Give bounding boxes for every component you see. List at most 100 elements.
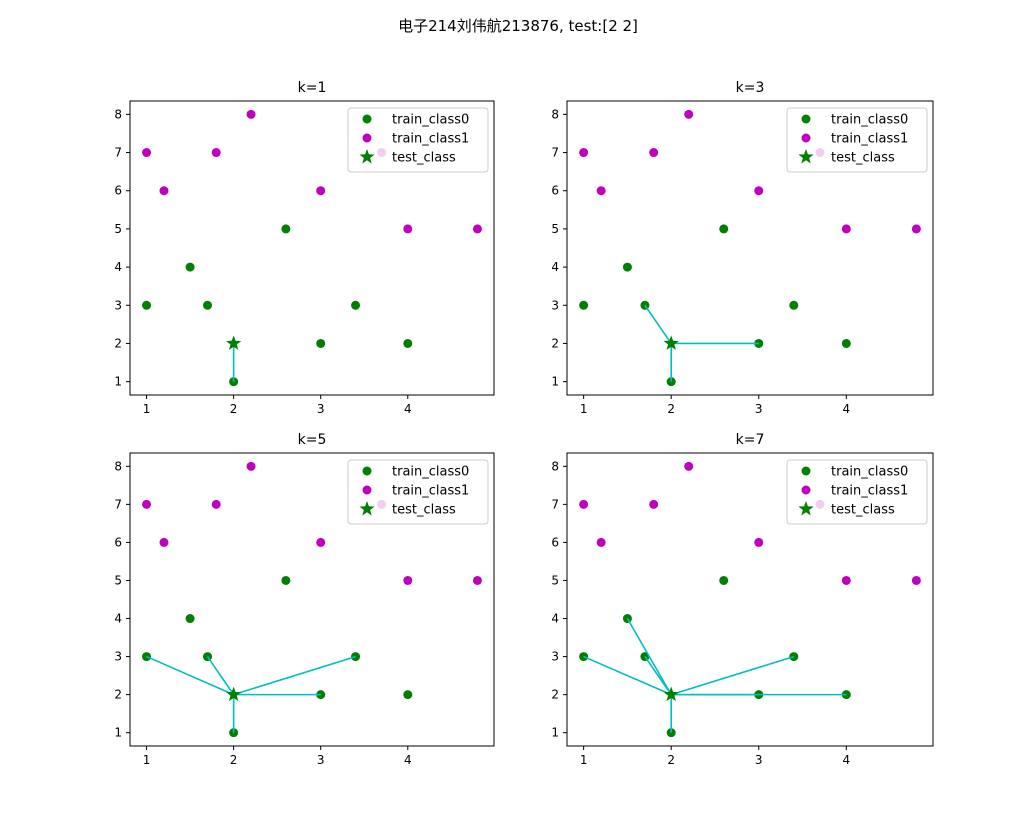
- y-tick-label: 2: [551, 336, 559, 350]
- y-tick-label: 6: [114, 184, 122, 198]
- legend-marker-train_class1: [362, 133, 372, 143]
- point-train_class0: [403, 338, 413, 348]
- legend-label: test_class: [831, 503, 895, 518]
- point-train_class1: [403, 575, 413, 585]
- point-train_class0: [579, 300, 589, 310]
- x-tick-label: 2: [230, 402, 238, 416]
- point-train_class1: [159, 537, 169, 547]
- axes-frame: [566, 452, 934, 747]
- point-train_class0: [622, 262, 632, 272]
- axes-title: k=7: [736, 432, 765, 448]
- neighbor-line: [670, 655, 795, 696]
- x-tick-label: 4: [842, 402, 850, 416]
- point-train_class1: [684, 461, 694, 471]
- point-train_class1: [211, 148, 221, 158]
- point-train_class1: [246, 461, 256, 471]
- point-train_class1: [596, 537, 606, 547]
- subplot-4: k=7 1 2 3 4 1 2 3 4 5 6 7 8 train_class0 train_class1t…: [551, 432, 934, 767]
- x-tick-label: 1: [580, 753, 588, 767]
- legend-label: train_class0: [831, 465, 908, 480]
- y-tick-label: 5: [551, 573, 559, 587]
- legend-box: [347, 107, 489, 173]
- axes-frame: [566, 100, 934, 396]
- legend-marker-train_class1: [801, 485, 811, 495]
- y-tick-label: 2: [114, 688, 122, 702]
- y-tick-label: 5: [114, 573, 122, 587]
- point-train_class1: [579, 148, 589, 158]
- point-train_class1: [911, 575, 921, 585]
- point-train_class1: [472, 224, 482, 234]
- legend-label: test_class: [392, 151, 456, 166]
- y-tick-label: 8: [114, 459, 122, 473]
- y-tick-label: 6: [114, 535, 122, 549]
- legend-label: train_class1: [392, 484, 469, 499]
- legend-label: train_class0: [831, 113, 908, 128]
- x-tick-label: 2: [230, 753, 238, 767]
- point-train_class0: [719, 575, 729, 585]
- point-train_class0: [316, 338, 326, 348]
- neighbor-line: [644, 656, 672, 696]
- point-train_class1: [211, 499, 221, 509]
- point-train_class0: [719, 224, 729, 234]
- y-tick-label: 1: [551, 726, 559, 740]
- y-tick-label: 7: [551, 146, 559, 160]
- y-tick-label: 4: [551, 260, 559, 274]
- y-tick-label: 5: [114, 222, 122, 236]
- y-tick-label: 7: [114, 146, 122, 160]
- subplot-2: k=3 1 2 3 4 1 2 3 4 5 6 7 8 train_class0 train_class1t…: [551, 80, 934, 416]
- y-tick-label: 2: [114, 336, 122, 350]
- legend-label: train_class0: [392, 465, 469, 480]
- y-tick-label: 8: [114, 107, 122, 121]
- point-test_class: [226, 686, 242, 702]
- y-tick-label: 5: [551, 222, 559, 236]
- x-tick-label: 2: [667, 753, 675, 767]
- legend-marker-train_class0: [362, 466, 372, 476]
- neighbor-line: [644, 304, 672, 344]
- point-train_class1: [596, 186, 606, 196]
- y-tick-label: 1: [114, 375, 122, 389]
- legend-marker-train_class1: [362, 485, 372, 495]
- legend: train_class0 train_class1 test_class: [347, 459, 489, 525]
- x-tick-label: 4: [404, 753, 412, 767]
- y-tick-label: 3: [114, 650, 122, 664]
- x-tick-label: 1: [580, 402, 588, 416]
- subplot-3: k=5 1 2 3 4 1 2 3 4 5 6 7 8 train_class0 train_class1t…: [114, 432, 495, 767]
- point-train_class1: [246, 109, 256, 119]
- legend-label: train_class1: [392, 132, 469, 147]
- y-tick-label: 3: [551, 650, 559, 664]
- x-tick-label: 4: [404, 402, 412, 416]
- legend-box: [786, 107, 928, 173]
- point-train_class1: [754, 186, 764, 196]
- axes-title: k=1: [298, 80, 327, 96]
- x-tick-label: 3: [317, 402, 325, 416]
- point-train_class1: [159, 186, 169, 196]
- legend-marker-test_class: [798, 501, 814, 516]
- axes-title: k=3: [736, 80, 765, 96]
- x-tick-label: 3: [755, 402, 763, 416]
- y-tick-label: 7: [551, 497, 559, 511]
- point-train_class1: [142, 148, 152, 158]
- legend-label: test_class: [392, 503, 456, 518]
- point-train_class0: [281, 575, 291, 585]
- figure-suptitle: 电子214刘伟航213876, test:[2 2]: [398, 17, 638, 35]
- legend-label: train_class0: [392, 113, 469, 128]
- x-tick-label: 4: [842, 753, 850, 767]
- neighbor-line: [206, 656, 235, 696]
- point-train_class1: [841, 575, 851, 585]
- legend: train_class0 train_class1 test_class: [347, 107, 489, 173]
- point-train_class1: [754, 537, 764, 547]
- point-test_class: [663, 335, 679, 350]
- point-test_class: [663, 686, 679, 702]
- legend-marker-test_class: [359, 501, 375, 516]
- point-test_class: [226, 335, 242, 350]
- axes-frame: [129, 452, 495, 747]
- legend-marker-test_class: [798, 149, 814, 164]
- point-train_class0: [403, 690, 413, 700]
- point-train_class1: [403, 224, 413, 234]
- y-tick-label: 2: [551, 688, 559, 702]
- point-train_class0: [789, 300, 799, 310]
- y-tick-label: 4: [551, 612, 559, 626]
- y-tick-label: 6: [551, 184, 559, 198]
